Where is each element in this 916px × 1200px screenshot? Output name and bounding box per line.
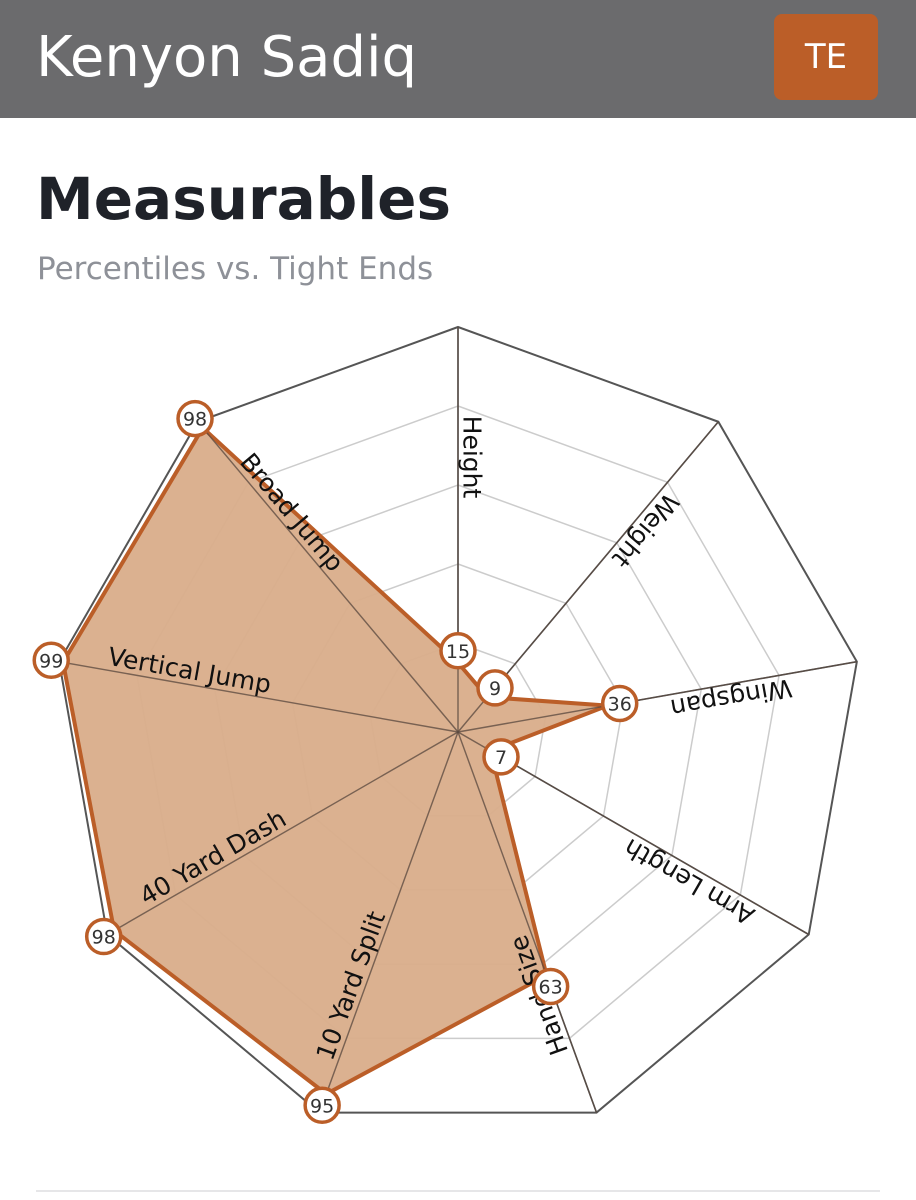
value-marker	[439, 632, 477, 670]
radar-spoke-overlay	[59, 660, 459, 733]
value-label: 95	[310, 1095, 334, 1117]
value-marker	[303, 1086, 341, 1125]
value-marker	[531, 967, 570, 1006]
value-label: 63	[539, 977, 563, 999]
radar-spoke-overlay	[457, 660, 857, 733]
radar-spoke-overlay	[457, 731, 598, 1113]
value-marker	[482, 738, 520, 776]
section-divider	[36, 1190, 880, 1192]
player-name: Kenyon Sadiq	[36, 25, 418, 90]
radar-data-area	[61, 425, 610, 1097]
axis-label: Height	[458, 416, 487, 499]
radar-spoke-overlay	[318, 731, 459, 1113]
value-label: 9	[489, 678, 501, 700]
value-marker	[32, 641, 70, 680]
axis-label: Wingspan	[668, 673, 794, 723]
section-title: Measurables	[36, 165, 452, 233]
value-label: 15	[446, 641, 470, 663]
value-label: 98	[183, 409, 207, 431]
radar-outer-ring	[58, 325, 858, 1114]
radar-spoke-overlay	[197, 421, 459, 733]
value-label: 98	[92, 927, 116, 949]
header-bar: Kenyon Sadiq TE	[0, 0, 916, 118]
radar-spoke-overlay	[106, 731, 459, 936]
value-marker	[476, 669, 514, 707]
axis-label: Weight	[606, 488, 684, 574]
value-marker	[176, 399, 214, 438]
value-label: 7	[495, 747, 507, 769]
value-label: 36	[608, 693, 632, 715]
section-subtitle: Percentiles vs. Tight Ends	[37, 251, 434, 287]
position-badge[interactable]: TE	[774, 14, 878, 100]
value-label: 99	[39, 650, 63, 672]
value-marker	[84, 917, 123, 956]
value-marker	[600, 684, 639, 723]
